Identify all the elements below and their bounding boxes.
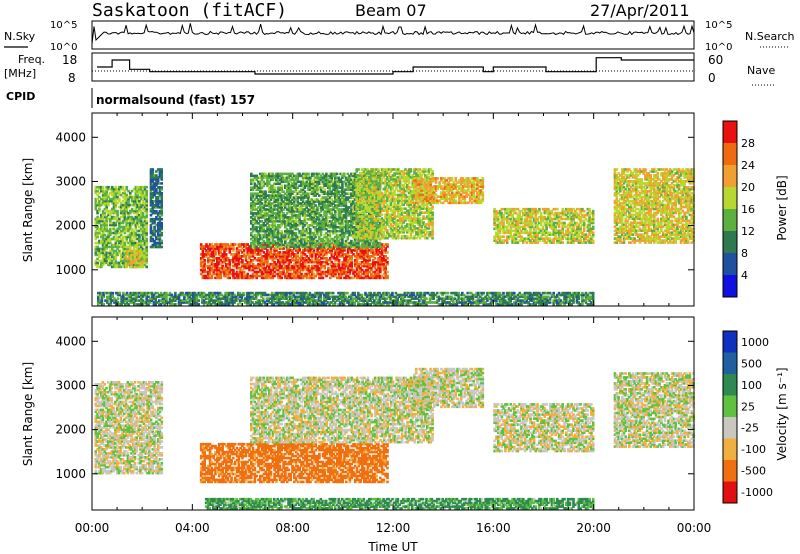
power-cell bbox=[160, 240, 163, 243]
noise-left-label: N.Sky bbox=[4, 30, 36, 43]
power-cell bbox=[243, 271, 246, 274]
power-cell bbox=[357, 168, 360, 171]
nave-tick-low: 0 bbox=[708, 71, 716, 85]
power-cell bbox=[160, 232, 163, 235]
power-cell bbox=[125, 186, 128, 189]
power-cell bbox=[232, 269, 235, 272]
power-cell bbox=[374, 257, 377, 260]
power-cell bbox=[122, 186, 125, 189]
nave-tick-high: 60 bbox=[708, 53, 723, 67]
power-cell bbox=[130, 250, 133, 253]
power-cell bbox=[377, 168, 380, 171]
power-cell bbox=[160, 218, 163, 221]
power-cell bbox=[160, 182, 163, 185]
power-cell bbox=[322, 277, 325, 280]
power-cell bbox=[143, 250, 146, 253]
power-cell bbox=[336, 173, 339, 176]
beam-title: Beam 07 bbox=[355, 1, 427, 20]
power-cell bbox=[386, 243, 389, 246]
power-cell bbox=[102, 186, 105, 189]
freq-label: Freq. bbox=[18, 53, 45, 66]
power-cell bbox=[323, 188, 326, 191]
power-cell bbox=[309, 228, 312, 231]
power-cell bbox=[273, 186, 276, 189]
power-cell bbox=[145, 266, 148, 269]
power-cell bbox=[280, 185, 283, 188]
freq-unit-label: [MHz] bbox=[4, 67, 36, 80]
power-cell bbox=[386, 271, 389, 274]
power-cell bbox=[116, 210, 119, 213]
noise-right-label: N.Search bbox=[745, 30, 795, 43]
freq-tick-high: 18 bbox=[62, 53, 77, 67]
power-cell bbox=[118, 250, 121, 253]
power-cell bbox=[338, 259, 341, 262]
power-cell bbox=[379, 242, 382, 245]
power-heatmap bbox=[95, 168, 695, 306]
cpid-value: normalsound (fast) 157 bbox=[96, 93, 255, 107]
noise-left-tick-high: 10^5 bbox=[50, 20, 77, 31]
power-cell bbox=[343, 173, 346, 176]
power-cell bbox=[381, 213, 384, 216]
power-cell bbox=[307, 173, 310, 176]
power-cell bbox=[145, 238, 148, 241]
power-cell bbox=[160, 222, 163, 225]
power-cell bbox=[377, 209, 380, 212]
power-cell bbox=[145, 186, 148, 189]
nave-label: Nave bbox=[747, 64, 775, 77]
power-cell bbox=[160, 246, 163, 249]
power-cell bbox=[264, 190, 267, 193]
power-cell bbox=[281, 277, 284, 280]
power-cell bbox=[386, 251, 389, 254]
power-cell bbox=[225, 253, 228, 256]
power-cell bbox=[143, 260, 146, 263]
power-cell bbox=[386, 275, 389, 278]
power-cell bbox=[280, 230, 283, 233]
frequency-series bbox=[97, 58, 694, 74]
power-cell bbox=[295, 232, 298, 235]
power-cell bbox=[160, 186, 163, 189]
rti-figure: Saskatoon (fitACF) Beam 07 27/Apr/2011 N… bbox=[0, 0, 800, 554]
power-cell bbox=[145, 190, 148, 193]
power-cell bbox=[118, 198, 121, 201]
cpid-label: CPID bbox=[6, 90, 35, 103]
power-cell bbox=[234, 243, 237, 246]
power-cell bbox=[229, 277, 232, 280]
power-cell bbox=[152, 168, 155, 171]
power-cell bbox=[318, 194, 321, 197]
noise-right-tick-low: 10^0 bbox=[705, 42, 732, 53]
power-cell bbox=[160, 192, 163, 195]
power-cell bbox=[241, 259, 244, 262]
power-cell bbox=[203, 259, 206, 262]
plot-root: Saskatoon (fitACF) Beam 07 27/Apr/2011 N… bbox=[0, 0, 800, 554]
noise-right-tick-high: 10^5 bbox=[705, 20, 732, 31]
noise-left-tick-low: 10^0 bbox=[50, 42, 77, 53]
power-cell bbox=[386, 261, 389, 264]
freq-tick-low: 8 bbox=[68, 71, 76, 85]
power-cell bbox=[386, 257, 389, 260]
noise-sky-series bbox=[92, 23, 694, 44]
station-title: Saskatoon (fitACF) bbox=[92, 0, 287, 21]
power-cell bbox=[386, 229, 389, 232]
power-cell bbox=[145, 220, 148, 223]
date-title: 27/Apr/2011 bbox=[590, 1, 690, 20]
power-cell bbox=[160, 168, 163, 171]
